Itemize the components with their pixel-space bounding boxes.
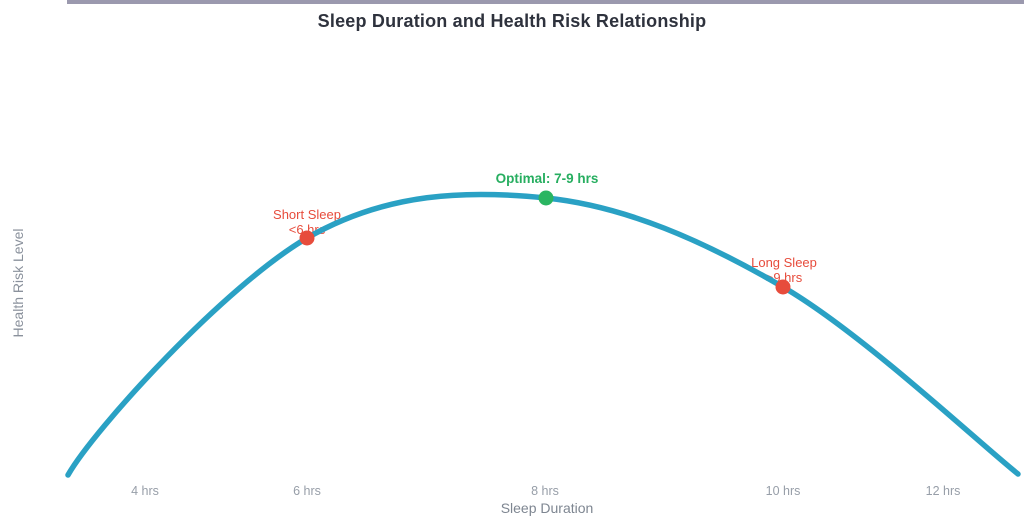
annotation-short-sleep-line1: Short Sleep — [273, 207, 341, 222]
x-tick-12hrs: 12 hrs — [925, 484, 961, 498]
short-sleep-point[interactable] — [299, 230, 315, 246]
annotation-optimal-sleep: Optimal: 7-9 hrs — [496, 171, 599, 186]
x-axis-label: Sleep Duration — [500, 500, 594, 516]
x-tick-6hrs: 6 hrs — [293, 484, 321, 498]
optimal-sleep-point[interactable] — [538, 190, 554, 206]
long-sleep-point[interactable] — [775, 279, 791, 295]
health-risk-curve — [65, 191, 1021, 478]
x-tick-8hrs: 8 hrs — [531, 484, 559, 498]
x-tick-10hrs: 10 hrs — [765, 484, 801, 498]
x-tick-4hrs: 4 hrs — [131, 484, 159, 498]
top-bar — [67, 0, 1024, 4]
chart-title: Sleep Duration and Health Risk Relations… — [317, 11, 707, 31]
annotation-long-sleep-line1: Long Sleep — [751, 255, 817, 270]
